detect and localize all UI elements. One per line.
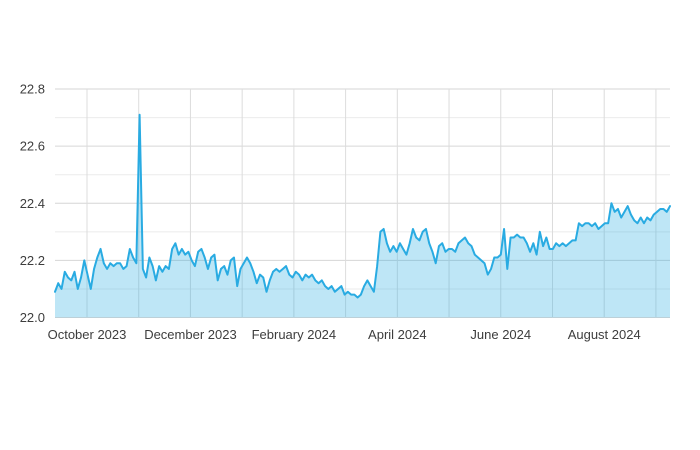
- x-tick-label: August 2024: [568, 327, 641, 342]
- line-series: [54, 113, 671, 299]
- y-tick-label: 22.2: [20, 253, 45, 268]
- x-tick-label: February 2024: [252, 327, 337, 342]
- x-tick-label: October 2023: [48, 327, 127, 342]
- x-tick-label: April 2024: [368, 327, 427, 342]
- y-tick-label: 22.4: [20, 196, 45, 211]
- y-tick-label: 22.0: [20, 310, 45, 325]
- area-series-fill: [55, 114, 670, 318]
- y-tick-label: 22.6: [20, 139, 45, 154]
- y-tick-label: 22.8: [20, 82, 45, 97]
- x-tick-label: December 2023: [144, 327, 237, 342]
- x-tick-label: June 2024: [470, 327, 531, 342]
